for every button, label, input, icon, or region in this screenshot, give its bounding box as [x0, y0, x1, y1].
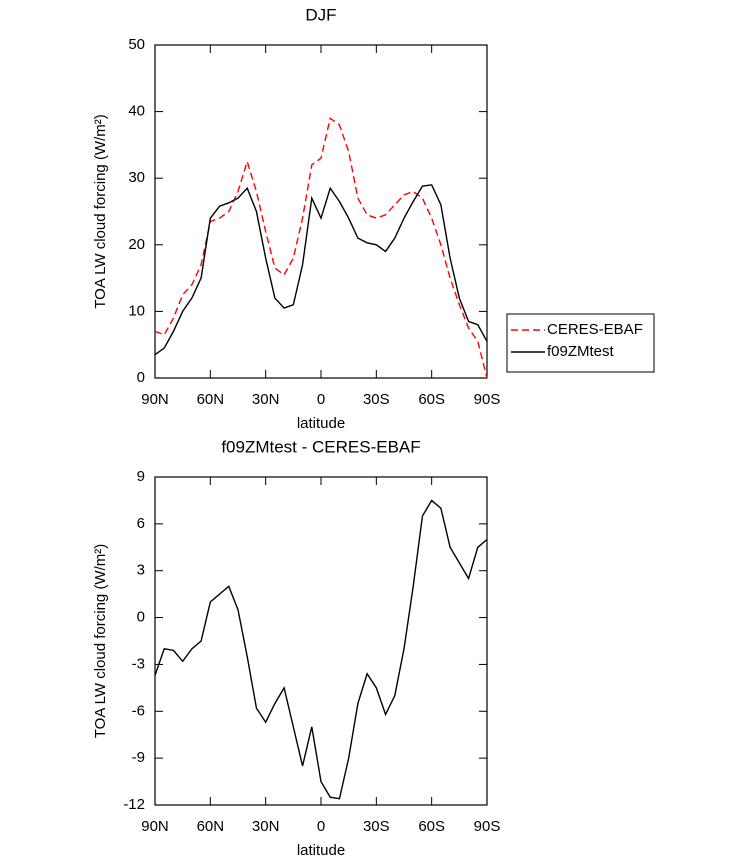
x-tick-label: 60S: [418, 818, 445, 835]
chart-title: f09ZMtest - CERES-EBAF: [221, 437, 420, 456]
data-line: [154, 117, 488, 379]
x-tick-label: 60N: [197, 818, 225, 835]
y-tick-label: 20: [128, 236, 145, 253]
plot-frame: [154, 476, 488, 806]
y-axis-label: TOA LW cloud forcing (W/m²): [92, 114, 109, 308]
y-tick-label: 40: [128, 103, 145, 120]
x-tick-label: 30N: [252, 818, 280, 835]
y-tick-label: 10: [128, 302, 145, 319]
x-tick-label: 30N: [252, 391, 280, 408]
y-tick-label: -6: [132, 702, 145, 719]
x-tick-label: 60N: [197, 391, 225, 408]
x-tick-label: 60S: [418, 391, 445, 408]
y-tick-label: 9: [137, 468, 145, 485]
x-tick-label: 90S: [474, 391, 501, 408]
chart-title: DJF: [305, 5, 336, 24]
legend-label: f09ZMtest: [547, 343, 615, 360]
x-tick-label: 90N: [141, 391, 169, 408]
data-line: [154, 499, 488, 800]
x-tick-label: 0: [317, 818, 325, 835]
y-tick-label: -12: [123, 796, 145, 813]
y-tick-label: 30: [128, 169, 145, 186]
y-tick-label: 50: [128, 36, 145, 53]
x-tick-label: 30S: [363, 818, 390, 835]
legend-box: [506, 313, 655, 373]
y-tick-label: 0: [137, 369, 145, 386]
x-tick-label: 90N: [141, 818, 169, 835]
plot-frame: [154, 44, 488, 379]
x-tick-label: 90S: [474, 818, 501, 835]
y-tick-label: -3: [132, 655, 145, 672]
y-tick-label: 6: [137, 515, 145, 532]
x-tick-label: 0: [317, 391, 325, 408]
y-axis-label: TOA LW cloud forcing (W/m²): [92, 544, 109, 738]
data-line: [154, 184, 488, 356]
y-tick-label: -9: [132, 749, 145, 766]
y-tick-label: 3: [137, 562, 145, 579]
y-tick-label: 0: [137, 609, 145, 626]
x-axis-label: latitude: [297, 842, 345, 859]
x-axis-label: latitude: [297, 415, 345, 432]
legend-label: CERES-EBAF: [547, 321, 643, 338]
x-tick-label: 30S: [363, 391, 390, 408]
